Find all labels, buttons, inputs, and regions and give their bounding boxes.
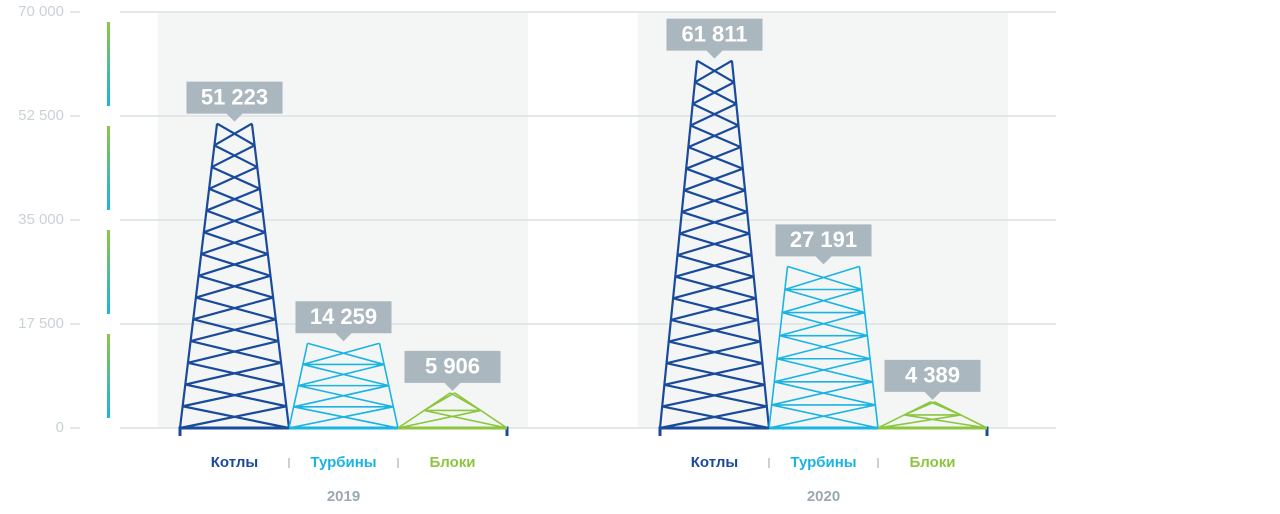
value-label: 27 191 [790,227,857,252]
tower [658,59,771,430]
x-tick-label: 2019 [327,488,360,505]
legend-label: Блоки [909,454,955,471]
axis-bar [107,126,110,210]
y-tick-label: 70 000 [18,3,64,20]
axis-bar [107,230,110,314]
axis-tick [80,217,120,223]
value-label-box [404,350,501,391]
value-label: 4 389 [905,363,960,388]
y-tick-label: 35 000 [18,211,64,228]
tower [178,122,291,430]
value-label: 14 259 [310,304,377,329]
value-label-box [666,18,763,59]
axis-tick [80,9,120,15]
axis-tick [80,113,120,119]
axis-tick [80,425,120,431]
legend-label: Турбины [310,454,376,471]
value-label: 5 906 [425,354,480,379]
value-label: 51 223 [201,84,268,109]
legend-label: Блоки [429,454,475,471]
y-tick-label: 17 500 [18,315,64,332]
legend-label: Турбины [790,454,856,471]
legend-label: Котлы [691,454,738,471]
legend-label: Котлы [211,454,258,471]
axis-tick [80,321,120,327]
value-label-box [775,224,872,265]
tower [768,265,879,429]
value-label-box [884,359,981,400]
value-label-box [295,301,392,342]
value-label-box [186,81,283,122]
axis-bar [107,22,110,106]
x-tick-label: 2020 [807,488,840,505]
y-tick-label: 0 [56,419,64,436]
axis-bar [107,334,110,418]
value-label: 61 811 [681,21,747,46]
y-tick-label: 52 500 [18,107,64,124]
